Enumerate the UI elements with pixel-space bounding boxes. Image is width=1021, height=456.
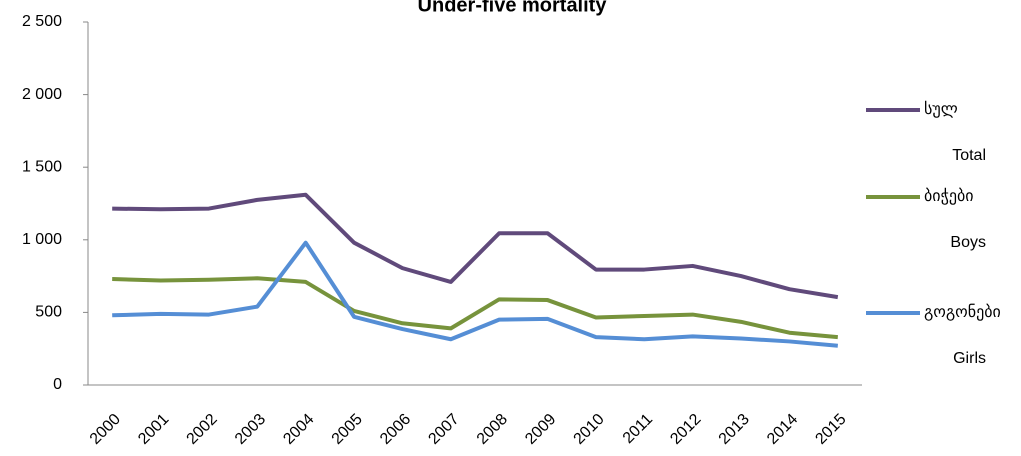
legend-label-en: Total (952, 147, 986, 164)
x-tick-label: 2006 (377, 411, 414, 448)
series-line (112, 240, 838, 348)
x-tick-label: 2010 (571, 411, 608, 448)
legend-label: სულ (924, 100, 958, 118)
x-tick-label: 2009 (522, 411, 559, 448)
x-tick-label: 2012 (667, 411, 704, 448)
x-tick-label: 2001 (135, 411, 172, 448)
legend-label-en: Girls (953, 350, 986, 367)
x-tick-label: 2002 (184, 411, 221, 448)
x-tick-label: 2015 (812, 411, 849, 448)
x-tick-label: 2000 (87, 411, 124, 448)
chart-title: Under-five mortality (418, 0, 608, 16)
legend-label-en: Boys (950, 234, 986, 251)
x-tick-label: 2005 (329, 411, 366, 448)
y-tick-label: 2 000 (22, 86, 62, 103)
x-tick-label: 2011 (620, 411, 656, 447)
x-tick-label: 2013 (716, 411, 753, 448)
y-tick-label: 2 500 (22, 13, 62, 30)
x-tick-label: 2014 (764, 411, 801, 448)
x-tick-label: 2008 (474, 411, 511, 448)
x-tick-label: 2007 (425, 411, 462, 448)
legend-label: ბიჭები (924, 187, 974, 205)
series-line (112, 192, 839, 300)
x-tick-label: 2003 (232, 411, 269, 448)
y-tick-label: 1 500 (22, 158, 62, 175)
y-tick-label: 0 (53, 376, 62, 393)
y-tick-label: 500 (35, 304, 62, 321)
legend-label: გოგონები (924, 303, 1001, 321)
y-tick-label: 1 000 (22, 231, 62, 248)
series-line (112, 276, 838, 340)
x-tick-label: 2004 (280, 411, 317, 448)
